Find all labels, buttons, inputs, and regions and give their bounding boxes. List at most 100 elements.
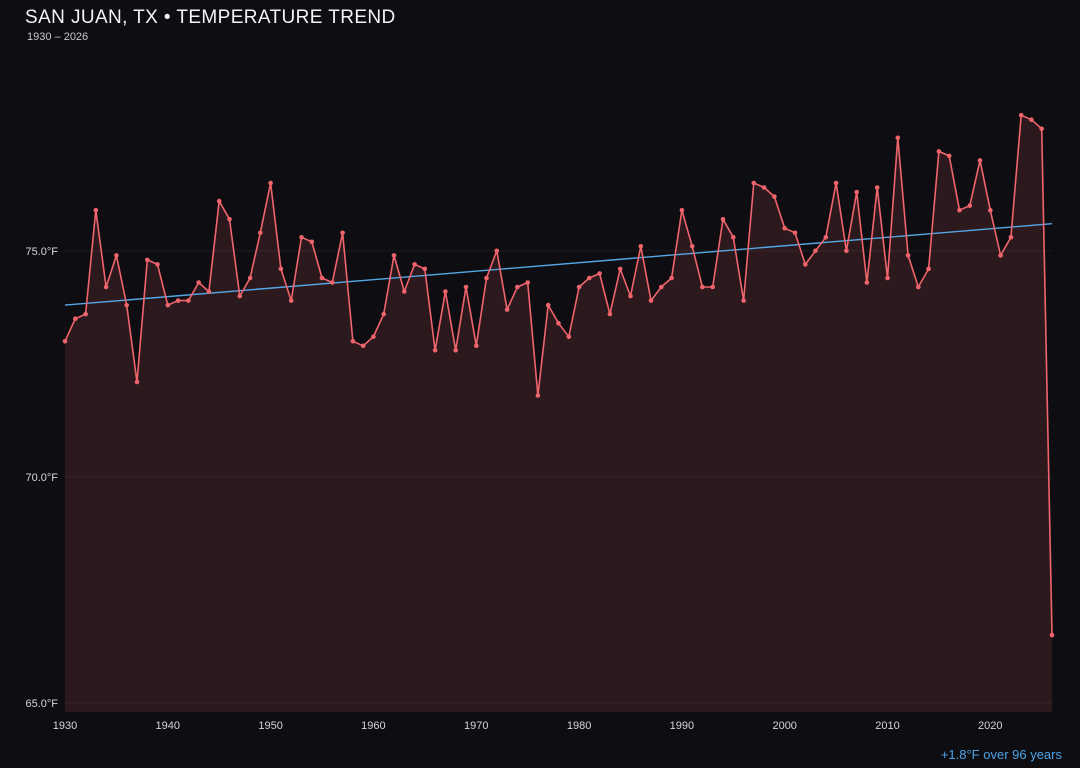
data-point bbox=[926, 266, 931, 272]
data-point bbox=[83, 311, 88, 317]
data-point bbox=[371, 334, 376, 340]
data-point bbox=[977, 158, 983, 163]
x-axis-tick-label: 1950 bbox=[258, 720, 282, 732]
x-axis-tick-label: 2010 bbox=[875, 720, 899, 732]
data-point bbox=[443, 289, 448, 294]
data-point bbox=[299, 235, 304, 240]
x-axis-tick-label: 2000 bbox=[772, 720, 796, 732]
data-point bbox=[936, 149, 942, 154]
data-point bbox=[741, 298, 746, 303]
data-point bbox=[895, 135, 901, 141]
x-axis-tick-label: 2020 bbox=[978, 720, 1002, 732]
x-axis-tick-label: 1980 bbox=[567, 720, 591, 732]
data-point bbox=[761, 185, 767, 190]
data-point bbox=[453, 348, 459, 353]
data-point bbox=[1029, 117, 1034, 122]
data-point bbox=[93, 207, 99, 213]
data-point bbox=[432, 348, 438, 353]
data-point bbox=[288, 298, 294, 303]
data-point bbox=[988, 207, 993, 213]
data-point bbox=[145, 257, 150, 263]
data-point bbox=[330, 280, 335, 285]
trend-line bbox=[64, 223, 1053, 306]
data-point bbox=[967, 203, 973, 208]
data-point bbox=[689, 244, 695, 249]
data-point bbox=[340, 230, 345, 236]
data-point bbox=[114, 253, 119, 258]
data-point bbox=[679, 207, 685, 213]
data-point bbox=[216, 198, 222, 204]
data-point bbox=[196, 280, 201, 285]
data-point bbox=[638, 244, 644, 249]
data-point bbox=[227, 216, 232, 222]
data-point bbox=[782, 225, 787, 231]
data-point bbox=[700, 284, 705, 290]
data-point bbox=[247, 275, 253, 281]
year-range-subtitle: 1930 – 2026 bbox=[27, 31, 89, 43]
data-point bbox=[617, 266, 623, 272]
data-point bbox=[206, 289, 212, 294]
data-point bbox=[545, 302, 551, 308]
data-point bbox=[813, 248, 818, 254]
data-point bbox=[525, 280, 530, 285]
data-point bbox=[504, 307, 510, 312]
data-point bbox=[854, 189, 859, 195]
data-point bbox=[587, 275, 592, 281]
data-point bbox=[823, 235, 829, 240]
data-point bbox=[1039, 126, 1044, 132]
data-point bbox=[422, 266, 428, 272]
data-point bbox=[874, 185, 880, 190]
data-point bbox=[484, 275, 489, 281]
y-axis-tick-label: 65.0°F bbox=[25, 698, 58, 710]
data-point bbox=[556, 320, 561, 326]
data-point bbox=[175, 298, 181, 303]
data-point bbox=[885, 275, 890, 281]
data-point bbox=[186, 298, 191, 303]
data-point bbox=[278, 266, 284, 272]
data-point bbox=[916, 284, 921, 290]
x-axis-tick-label: 1990 bbox=[670, 720, 694, 732]
data-point bbox=[268, 180, 273, 186]
x-axis-tick-label: 1940 bbox=[156, 720, 180, 732]
data-point bbox=[998, 253, 1003, 258]
data-point bbox=[1008, 235, 1014, 240]
y-axis-tick-label: 75.0°F bbox=[25, 246, 58, 258]
data-point bbox=[103, 284, 109, 290]
data-point bbox=[73, 316, 78, 322]
data-point bbox=[864, 280, 870, 285]
page-title: SAN JUAN, TX • TEMPERATURE TREND bbox=[25, 7, 396, 28]
data-point bbox=[319, 275, 325, 281]
data-point bbox=[833, 180, 839, 186]
data-point bbox=[350, 339, 356, 344]
data-point bbox=[237, 293, 243, 299]
data-point bbox=[463, 284, 469, 290]
data-point bbox=[402, 289, 407, 294]
data-point bbox=[905, 253, 911, 258]
data-point bbox=[792, 230, 798, 236]
data-point bbox=[607, 311, 613, 317]
data-point bbox=[515, 284, 520, 290]
data-point bbox=[535, 393, 541, 398]
data-point bbox=[381, 311, 387, 317]
data-point bbox=[731, 235, 736, 240]
y-axis-tick-label: 70.0°F bbox=[25, 472, 58, 484]
data-point bbox=[1018, 112, 1024, 118]
data-point bbox=[360, 343, 366, 349]
data-point bbox=[628, 293, 633, 299]
data-point bbox=[803, 262, 808, 267]
data-point bbox=[165, 302, 171, 308]
data-point bbox=[566, 334, 572, 340]
data-point bbox=[957, 207, 962, 213]
data-point bbox=[659, 284, 664, 290]
x-axis-tick-label: 1960 bbox=[361, 720, 385, 732]
data-point bbox=[597, 271, 602, 276]
data-point bbox=[155, 262, 160, 267]
data-point bbox=[494, 248, 500, 254]
data-point bbox=[720, 216, 726, 222]
trend-summary-label: +1.8°F over 96 years bbox=[940, 747, 1062, 762]
data-point bbox=[124, 302, 129, 308]
data-point bbox=[751, 180, 757, 186]
x-axis-tick-label: 1970 bbox=[464, 720, 488, 732]
